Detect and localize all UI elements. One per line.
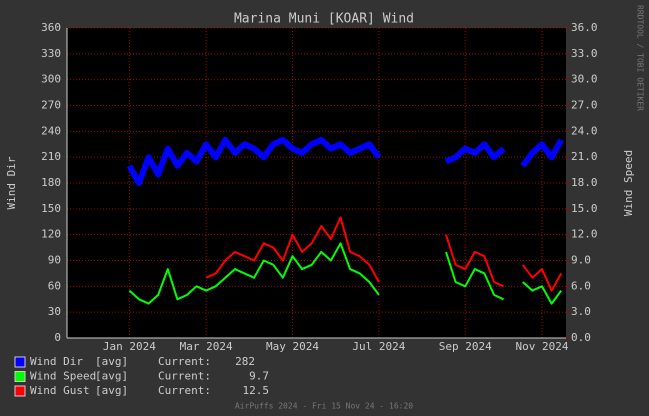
y2-tick-label: 30.0: [571, 73, 598, 86]
legend-current-label: Current:: [158, 370, 211, 383]
y-tick-label: 360: [41, 21, 61, 34]
y2-tick-label: 15.0: [571, 202, 598, 215]
series-line: [126, 136, 564, 186]
y-tick-label: 180: [41, 176, 61, 189]
x-tick-label: Sep 2024: [439, 340, 492, 353]
legend-stat: [avg]: [95, 370, 128, 383]
legend-stat: [avg]: [95, 384, 128, 397]
legend-current-label: Current:: [158, 355, 211, 368]
legend-label: Wind Speed: [30, 370, 96, 383]
legend-current-label: Current:: [158, 384, 211, 397]
y-tick-label: 330: [41, 47, 61, 60]
y2-tick-label: 9.0: [571, 254, 591, 267]
legend-swatch: [14, 356, 26, 368]
y-tick-label: 0: [54, 331, 61, 344]
side-note: RRDTOOL / TOBI OETIKER: [636, 5, 645, 111]
legend-current-value: 282: [235, 355, 255, 368]
footer: AirPuffs 2024 - Fri 15 Nov 24 - 16:20: [235, 402, 413, 411]
x-tick-label: Jul 2024: [352, 340, 405, 353]
y2-tick-label: 24.0: [571, 124, 598, 137]
y-axis-label: Wind Dir: [5, 156, 18, 209]
y2-tick-label: 6.0: [571, 279, 591, 292]
x-tick-label: Mar 2024: [180, 340, 233, 353]
y2-tick-label: 3.0: [571, 305, 591, 318]
y2-tick-label: 27.0: [571, 99, 598, 112]
y2-tick-label: 18.0: [571, 176, 598, 189]
y-tick-label: 270: [41, 99, 61, 112]
legend-stat: [avg]: [95, 355, 128, 368]
y-tick-label: 150: [41, 202, 61, 215]
y-tick-label: 30: [48, 305, 61, 318]
legend-label: Wind Gust: [30, 384, 90, 397]
y-tick-label: 210: [41, 150, 61, 163]
y2-tick-label: 0.0: [571, 331, 591, 344]
series-line: [205, 216, 563, 292]
x-tick-label: Nov 2024: [516, 340, 569, 353]
y-tick-label: 300: [41, 73, 61, 86]
y-tick-label: 90: [48, 254, 61, 267]
y-tick-label: 60: [48, 279, 61, 292]
y2-tick-label: 21.0: [571, 150, 598, 163]
legend-swatch: [14, 371, 26, 382]
x-tick-label: Jan 2024: [103, 340, 156, 353]
legend-current-value: 9.7: [249, 370, 269, 383]
x-tick-label: May 2024: [266, 340, 319, 353]
y2-tick-label: 12.0: [571, 228, 598, 241]
legend-current-value: 12.5: [243, 384, 270, 397]
y-tick-label: 240: [41, 124, 61, 137]
series-line: [128, 242, 563, 305]
chart-title: Marina Muni [KOAR] Wind: [234, 12, 414, 27]
legend-swatch: [14, 385, 26, 397]
y2-tick-label: 33.0: [571, 47, 598, 60]
legend-label: Wind Dir: [30, 355, 83, 368]
y2-axis-label: Wind Speed: [622, 150, 635, 216]
y-tick-label: 120: [41, 228, 61, 241]
y2-tick-label: 36.0: [571, 21, 598, 34]
